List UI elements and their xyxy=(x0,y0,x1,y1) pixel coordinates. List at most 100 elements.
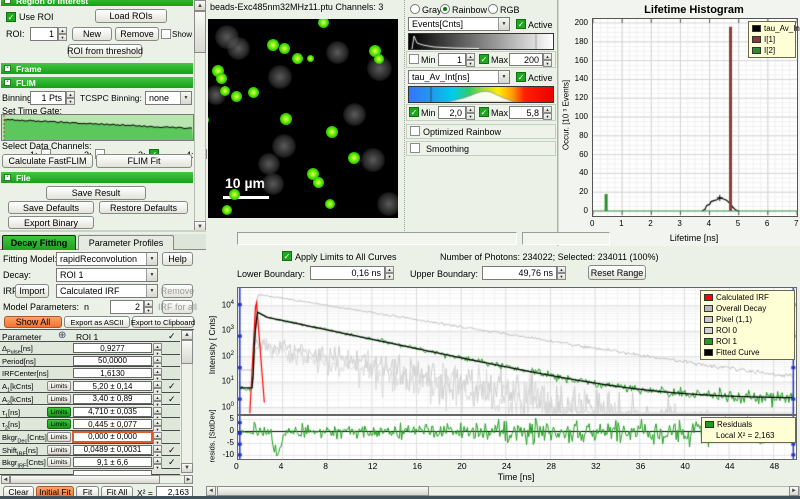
limits-button[interactable]: Limits xyxy=(47,407,71,417)
dropdown-arrow-icon[interactable]: ▼ xyxy=(498,18,509,30)
channel1-select[interactable]: Events[Cnts]▼ xyxy=(408,17,510,31)
scroll-down-icon[interactable]: ▼ xyxy=(181,463,193,473)
roi-number-input[interactable]: 1 xyxy=(30,27,58,41)
radio-rainbow[interactable] xyxy=(440,4,450,14)
param-stepper[interactable]: ▲▼ xyxy=(153,381,162,391)
time-gate-plot[interactable] xyxy=(1,114,194,141)
model-parameters-stepper[interactable]: ▲▼ xyxy=(144,300,153,314)
channel1-max-checkbox[interactable]: ✓ xyxy=(479,54,489,64)
collapse-icon[interactable]: - xyxy=(4,0,11,4)
scroll-left-icon[interactable]: ◄ xyxy=(1,475,10,484)
channel2-max-stepper[interactable]: ▲▼ xyxy=(543,106,552,119)
scroll-up-icon[interactable]: ▲ xyxy=(181,330,193,340)
dropdown-arrow-icon[interactable]: ▼ xyxy=(146,269,157,281)
param-stepper[interactable]: ▲▼ xyxy=(153,343,162,353)
channel1-min-input[interactable]: 1 xyxy=(438,53,466,66)
irf-select[interactable]: Calculated IRF▼ xyxy=(56,284,158,298)
panel-splitter[interactable] xyxy=(404,0,406,245)
param-value[interactable]: 0,9277 xyxy=(73,343,152,353)
export-binary-button[interactable]: Export Binary xyxy=(8,216,94,229)
limits-button[interactable]: Limits xyxy=(47,432,71,442)
param-stepper[interactable]: ▲▼ xyxy=(153,407,162,417)
export-clipboard-button[interactable]: Export to Clipboard xyxy=(132,316,194,328)
lower-boundary-input[interactable]: 0,16 ns xyxy=(310,266,385,280)
channel2-max-input[interactable]: 5,8 xyxy=(509,106,543,119)
collapse-icon[interactable]: - xyxy=(4,65,11,72)
restore-defaults-button[interactable]: Restore Defaults xyxy=(99,201,188,214)
param-value[interactable]: 5,20 ± 0,14 xyxy=(73,381,152,391)
intensity-gradient-bar[interactable] xyxy=(408,33,554,50)
tab-parameter-profiles[interactable]: Parameter Profiles xyxy=(78,235,174,250)
param-stepper[interactable]: ▲▼ xyxy=(153,419,162,429)
radio-gray[interactable] xyxy=(410,4,420,14)
channel1-min-stepper[interactable]: ▲▼ xyxy=(466,53,475,66)
param-value[interactable]: 0,445 ± 0,077 xyxy=(73,419,152,429)
channel1-active-checkbox[interactable]: ✓ xyxy=(516,19,526,29)
export-ascii-button[interactable]: Export as ASCII xyxy=(64,316,130,328)
new-roi-button[interactable]: New xyxy=(72,27,112,41)
model-parameters-input[interactable]: 2 xyxy=(110,300,144,314)
param-stepper[interactable]: ▲▼ xyxy=(153,457,162,467)
scrollbar-thumb[interactable] xyxy=(194,11,206,53)
limits-button[interactable]: Limits xyxy=(47,457,71,467)
lower-boundary-stepper[interactable]: ▲▼ xyxy=(385,266,394,280)
channel1-max-stepper[interactable]: ▲▼ xyxy=(543,53,552,66)
save-defaults-button[interactable]: Save Defaults xyxy=(8,201,94,214)
collapse-icon[interactable]: - xyxy=(4,174,11,181)
param-value[interactable]: 0,000 ± 0,000 xyxy=(72,431,153,443)
fitting-model-select[interactable]: rapidReconvolution▼ xyxy=(56,252,158,266)
show-all-checkbox[interactable] xyxy=(161,29,171,39)
param-check-icon[interactable]: ✓ xyxy=(168,445,176,455)
decay-select[interactable]: ROI 1▼ xyxy=(56,268,158,282)
calculate-fastflim-button[interactable]: Calculate FastFLIM xyxy=(2,154,93,168)
show-all-parameters-button[interactable]: Show All xyxy=(4,316,62,328)
dropdown-arrow-icon[interactable]: ▼ xyxy=(146,285,157,297)
section-header-flim[interactable]: -FLIM xyxy=(1,77,193,88)
channel2-active-checkbox[interactable]: ✓ xyxy=(516,72,526,82)
param-check-icon[interactable]: ✓ xyxy=(168,381,176,391)
param-stepper[interactable]: ▲▼ xyxy=(153,394,162,404)
irf-remove-button[interactable]: Remove xyxy=(162,284,193,298)
limits-button[interactable]: Limits xyxy=(47,445,71,455)
channel2-min-checkbox[interactable]: ✓ xyxy=(409,107,419,117)
section-header-frame[interactable]: -Frame xyxy=(1,63,193,74)
param-value[interactable]: 3,40 ± 0,89 xyxy=(73,394,152,404)
scroll-left-icon[interactable]: ◄ xyxy=(206,486,216,496)
channel2-max-checkbox[interactable]: ✓ xyxy=(479,107,489,117)
globe-icon[interactable]: ⊕ xyxy=(58,330,66,341)
dropdown-arrow-icon[interactable]: ▼ xyxy=(498,71,509,83)
help-button[interactable]: Help xyxy=(162,252,193,266)
param-stepper[interactable]: ▲▼ xyxy=(153,432,162,442)
param-value[interactable]: 0,0489 ± 0,0031 xyxy=(73,445,152,455)
limits-button[interactable]: Limits xyxy=(47,381,71,391)
flim-fit-button[interactable]: FLIM Fit xyxy=(96,154,192,168)
lifetime-gradient-bar[interactable] xyxy=(408,86,554,103)
optimized-rainbow-checkbox[interactable] xyxy=(410,126,420,136)
channel2-min-input[interactable]: 2,0 xyxy=(438,106,466,119)
use-roi-checkbox[interactable]: ✓ xyxy=(6,12,16,22)
toolbar-inset-field[interactable] xyxy=(522,232,610,245)
limits-button[interactable]: Limits xyxy=(47,419,71,429)
channel1-min-checkbox[interactable] xyxy=(409,54,419,64)
channel2-min-stepper[interactable]: ▲▼ xyxy=(466,106,475,119)
channel1-max-input[interactable]: 200 xyxy=(509,53,543,66)
dropdown-arrow-icon[interactable]: ▼ xyxy=(146,253,157,265)
radio-rgb[interactable] xyxy=(488,4,498,14)
param-stepper[interactable]: ▲▼ xyxy=(153,356,162,366)
header-check-icon[interactable]: ✓ xyxy=(168,331,176,341)
scrollbar-thumb[interactable] xyxy=(181,340,193,364)
tcspc-binning-select[interactable]: none▼ xyxy=(145,91,192,105)
section-header-roi[interactable]: -Region of Interest xyxy=(1,0,193,6)
collapse-icon[interactable]: - xyxy=(4,79,11,86)
reset-range-button[interactable]: Reset Range xyxy=(588,265,646,280)
limits-button[interactable]: Limits xyxy=(47,394,71,404)
toolbar-inset-field[interactable] xyxy=(237,232,517,245)
param-stepper[interactable]: ▲▼ xyxy=(153,368,162,378)
remove-roi-button[interactable]: Remove xyxy=(115,27,159,41)
load-rois-button[interactable]: Load ROIs xyxy=(95,9,167,23)
scroll-up-icon[interactable]: ▲ xyxy=(194,0,206,11)
binning-input[interactable]: 1 Pts xyxy=(30,91,66,105)
section-header-file[interactable]: -File xyxy=(1,172,193,183)
flim-image[interactable]: 10 µm xyxy=(208,19,398,218)
scrollbar-thumb[interactable] xyxy=(10,475,160,484)
